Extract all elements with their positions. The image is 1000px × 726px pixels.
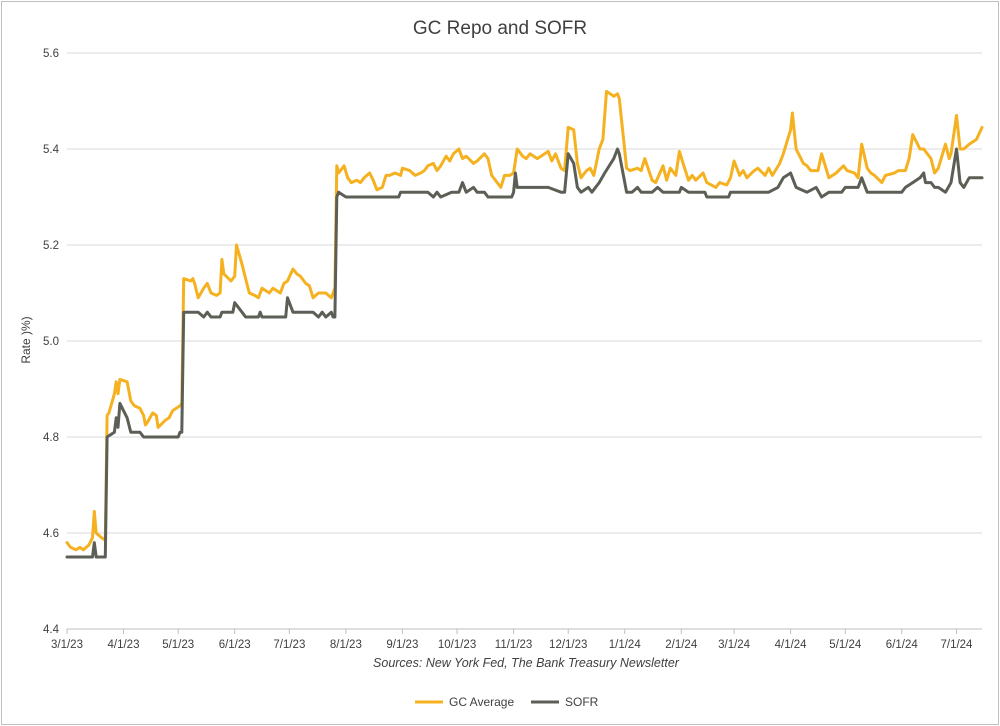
x-tick-label: 6/1/23 xyxy=(219,639,251,651)
x-tick-label: 5/1/23 xyxy=(162,639,194,651)
y-tick-label: 5.2 xyxy=(43,240,59,252)
x-tick-label: 4/1/23 xyxy=(108,639,140,651)
chart-title: GC Repo and SOFR xyxy=(413,18,587,39)
x-tick-label: 8/1/23 xyxy=(330,639,362,651)
x-tick-label: 4/1/24 xyxy=(775,639,808,651)
x-tick-label: 10/1/23 xyxy=(438,639,476,651)
series-line-sofr xyxy=(65,147,984,559)
y-tick-label: 5.0 xyxy=(43,336,59,348)
series-line-gc-average xyxy=(65,89,984,552)
y-tick-label: 4.8 xyxy=(43,432,59,444)
x-tick-label: 12/1/23 xyxy=(549,639,587,651)
y-tick-label: 4.4 xyxy=(43,624,60,636)
x-tick-label: 7/1/23 xyxy=(273,639,305,651)
x-tick-label: 7/1/24 xyxy=(940,639,973,651)
y-axis-ticks: 4.4 4.6 4.8 5.0 5.2 5.4 5.6 xyxy=(43,48,60,636)
x-tick-label: 2/1/24 xyxy=(665,639,698,651)
legend-label: SOFR xyxy=(565,695,599,709)
legend-label: GC Average xyxy=(449,695,514,709)
x-tick-label: 6/1/24 xyxy=(886,639,919,651)
x-tick-label: 3/1/24 xyxy=(718,639,751,651)
x-tick-label: 11/1/23 xyxy=(495,639,533,651)
x-tick-label: 3/1/23 xyxy=(51,639,83,651)
legend: GC Average SOFR xyxy=(415,695,599,709)
x-tick-label: 5/1/24 xyxy=(829,639,862,651)
x-tick-label: 1/1/24 xyxy=(609,639,642,651)
y-tick-label: 4.6 xyxy=(43,528,59,540)
series-lines xyxy=(65,89,984,559)
y-tick-label: 5.6 xyxy=(43,48,59,60)
x-axis-ticks: 3/1/23 4/1/23 5/1/23 6/1/23 7/1/23 8/1/23 9/1/… xyxy=(51,629,973,651)
y-tick-label: 5.4 xyxy=(43,144,60,156)
y-axis-title: Rate )%) xyxy=(19,316,33,363)
x-tick-label: 9/1/23 xyxy=(386,639,418,651)
source-note: Sources: New York Fed, The Bank Treasury… xyxy=(373,656,680,670)
gridlines xyxy=(67,52,982,630)
